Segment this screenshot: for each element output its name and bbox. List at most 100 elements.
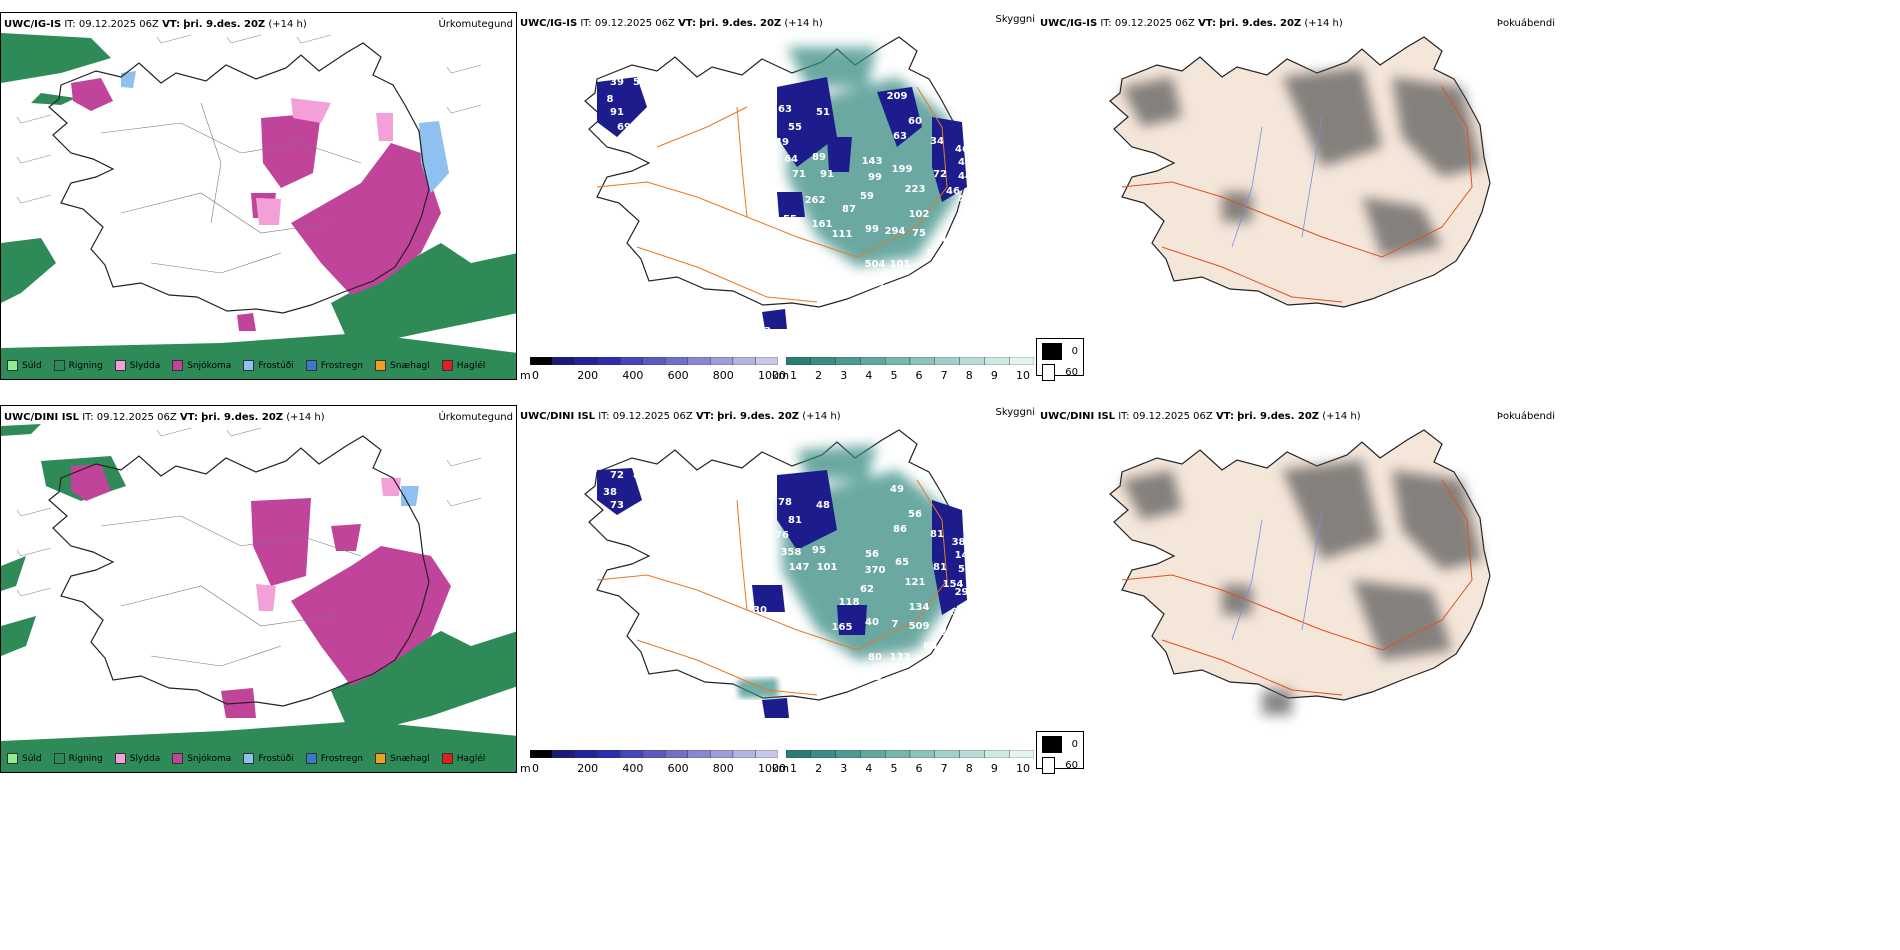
legend-item-hail: Haglél [441, 360, 485, 371]
elevation-unit: m [520, 762, 531, 775]
colorbar-swatch [687, 357, 711, 365]
colorbar-tick-label: 1000 [758, 762, 786, 775]
colorbar-tick-label: 5 [890, 369, 898, 382]
cloud-base-value: 49 [775, 137, 789, 148]
colorbar-swatch [1008, 750, 1034, 758]
cloud-base-value: 38 [603, 487, 617, 498]
legend-item-drizzle: Súld [7, 360, 42, 371]
colorbar-swatch [552, 357, 576, 365]
panel-header: UWC/DINI ISL IT: 09.12.2025 06Z VT: þri.… [520, 411, 841, 422]
cloud-base-value: 56 [865, 549, 879, 560]
colorbar-tick-label: 10 [1016, 762, 1030, 775]
cloud-base-value: 19 [630, 134, 644, 145]
legend-item-sleet: Slydda [114, 360, 160, 371]
cloud-base-value: 154 [943, 579, 964, 590]
legend-item-rain: Rigning [53, 360, 103, 371]
visibility-colorbar-row1: km 1 2 3 4 5 6 7 8 9 10 [772, 357, 1034, 383]
colorbar-swatch [909, 750, 935, 758]
colorbar-swatch [687, 750, 711, 758]
cloud-base-value: 76 [775, 530, 789, 541]
colorbar-swatch [786, 750, 811, 758]
road-network [596, 86, 948, 303]
cloud-base-value: 39 [610, 77, 624, 88]
colorbar-tick-label: 9 [990, 369, 998, 382]
rivers [1231, 116, 1323, 248]
panel-title: Úrkomutegund [438, 19, 513, 30]
colorbar-tick-label: 800 [712, 369, 734, 382]
cloud-base-value: 72 [610, 470, 624, 481]
colorbar-swatch [835, 750, 861, 758]
colorbar-swatch [934, 750, 960, 758]
colorbar-swatch [530, 357, 553, 365]
low-visibility-area-south [737, 678, 779, 698]
legend-item-freezing-rain: Frostregn [305, 753, 363, 764]
cloud-base-value: 40 [865, 617, 879, 628]
fog-legend-label: 0 [1071, 346, 1078, 357]
cloud-base-value: 41 [769, 329, 783, 340]
colorbar-swatch [552, 750, 576, 758]
cloud-base-value: 143 [862, 156, 883, 167]
cloud-base-value: 44 [958, 171, 972, 182]
cloud-base-value: 61 [617, 515, 631, 526]
cloud-base-value: 143 [955, 550, 976, 561]
cloud-base-value: 63 [778, 104, 792, 115]
rain-areas [1, 424, 516, 772]
fog-legend-label: 0 [1071, 739, 1078, 750]
colorbar-tick-label: 1 [790, 762, 797, 775]
fog-index-panel-row2: UWC/DINI ISL IT: 09.12.2025 06Z VT: þri.… [1037, 405, 1557, 773]
cloud-base-value: 72 [630, 527, 644, 538]
cloud-base-value: 81 [933, 562, 947, 573]
colorbar-swatch [574, 357, 598, 365]
cloud-base-value: 56 [908, 509, 922, 520]
cloud-base-value: 95 [812, 545, 826, 556]
visibility-colorbar-swatches [786, 357, 1034, 365]
cloud-base-value: 101 [890, 259, 911, 270]
cloud-base-value: 79 [650, 531, 664, 542]
cloud-base-value: 161 [865, 279, 886, 290]
colorbar-swatch [984, 750, 1010, 758]
colorbar-swatch [810, 750, 836, 758]
colorbar-tick-label: 2 [815, 369, 823, 382]
colorbar-tick-label: 600 [667, 762, 689, 775]
fog-index-map [1109, 36, 1491, 308]
colorbar-tick-label: 4 [865, 369, 873, 382]
cloud-base-value: 0 [654, 138, 661, 149]
cloud-base-value: 60 [908, 116, 922, 127]
cloud-base-value: 81 [788, 515, 802, 526]
cloud-base-value: 121 [905, 577, 926, 588]
panel-header: UWC/IG-IS IT: 09.12.2025 06Z VT: þri. 9.… [1040, 18, 1343, 29]
cloud-base-value: 91 [610, 107, 624, 118]
colorbar-tick-label: 400 [622, 762, 644, 775]
low-cloud-areas [597, 468, 967, 718]
colorbar-swatch [619, 357, 643, 365]
colorbar-tick-label: 200 [577, 369, 599, 382]
colorbar-swatch [665, 750, 689, 758]
cloud-base-value: 88 [633, 470, 647, 481]
panel-title: Skyggni [995, 14, 1035, 25]
colorbar-tick-label: 3 [840, 762, 848, 775]
cloud-base-value: 223 [905, 184, 926, 195]
colorbar-tick-label: 200 [577, 762, 599, 775]
cloud-base-value: 86 [893, 524, 907, 535]
colorbar-swatch [710, 357, 734, 365]
fog-legend-row2: 0 60 [1036, 731, 1084, 774]
cloud-base-value: 48 [816, 500, 830, 511]
legend-item-freezing-rain: Frostregn [305, 360, 363, 371]
cloud-base-value: 161 [812, 219, 833, 230]
cloud-base-value: 87 [842, 204, 856, 215]
colorbar-swatch [786, 357, 811, 365]
colorbar-tick-label: 600 [667, 369, 689, 382]
cloud-base-value: 53 [757, 326, 771, 337]
cloud-base-value: 42 [940, 234, 954, 245]
colorbar-swatch [710, 750, 734, 758]
cloud-base-value: 80 [868, 652, 882, 663]
colorbar-tick-label: 6 [915, 762, 923, 775]
cloud-base-value: 133 [890, 652, 911, 663]
precip-legend: Súld Rigning Slydda Snjókoma Frostúði Fr… [7, 753, 485, 764]
cloud-base-value: 99 [865, 224, 879, 235]
panel-title: Úrkomutegund [438, 412, 513, 423]
